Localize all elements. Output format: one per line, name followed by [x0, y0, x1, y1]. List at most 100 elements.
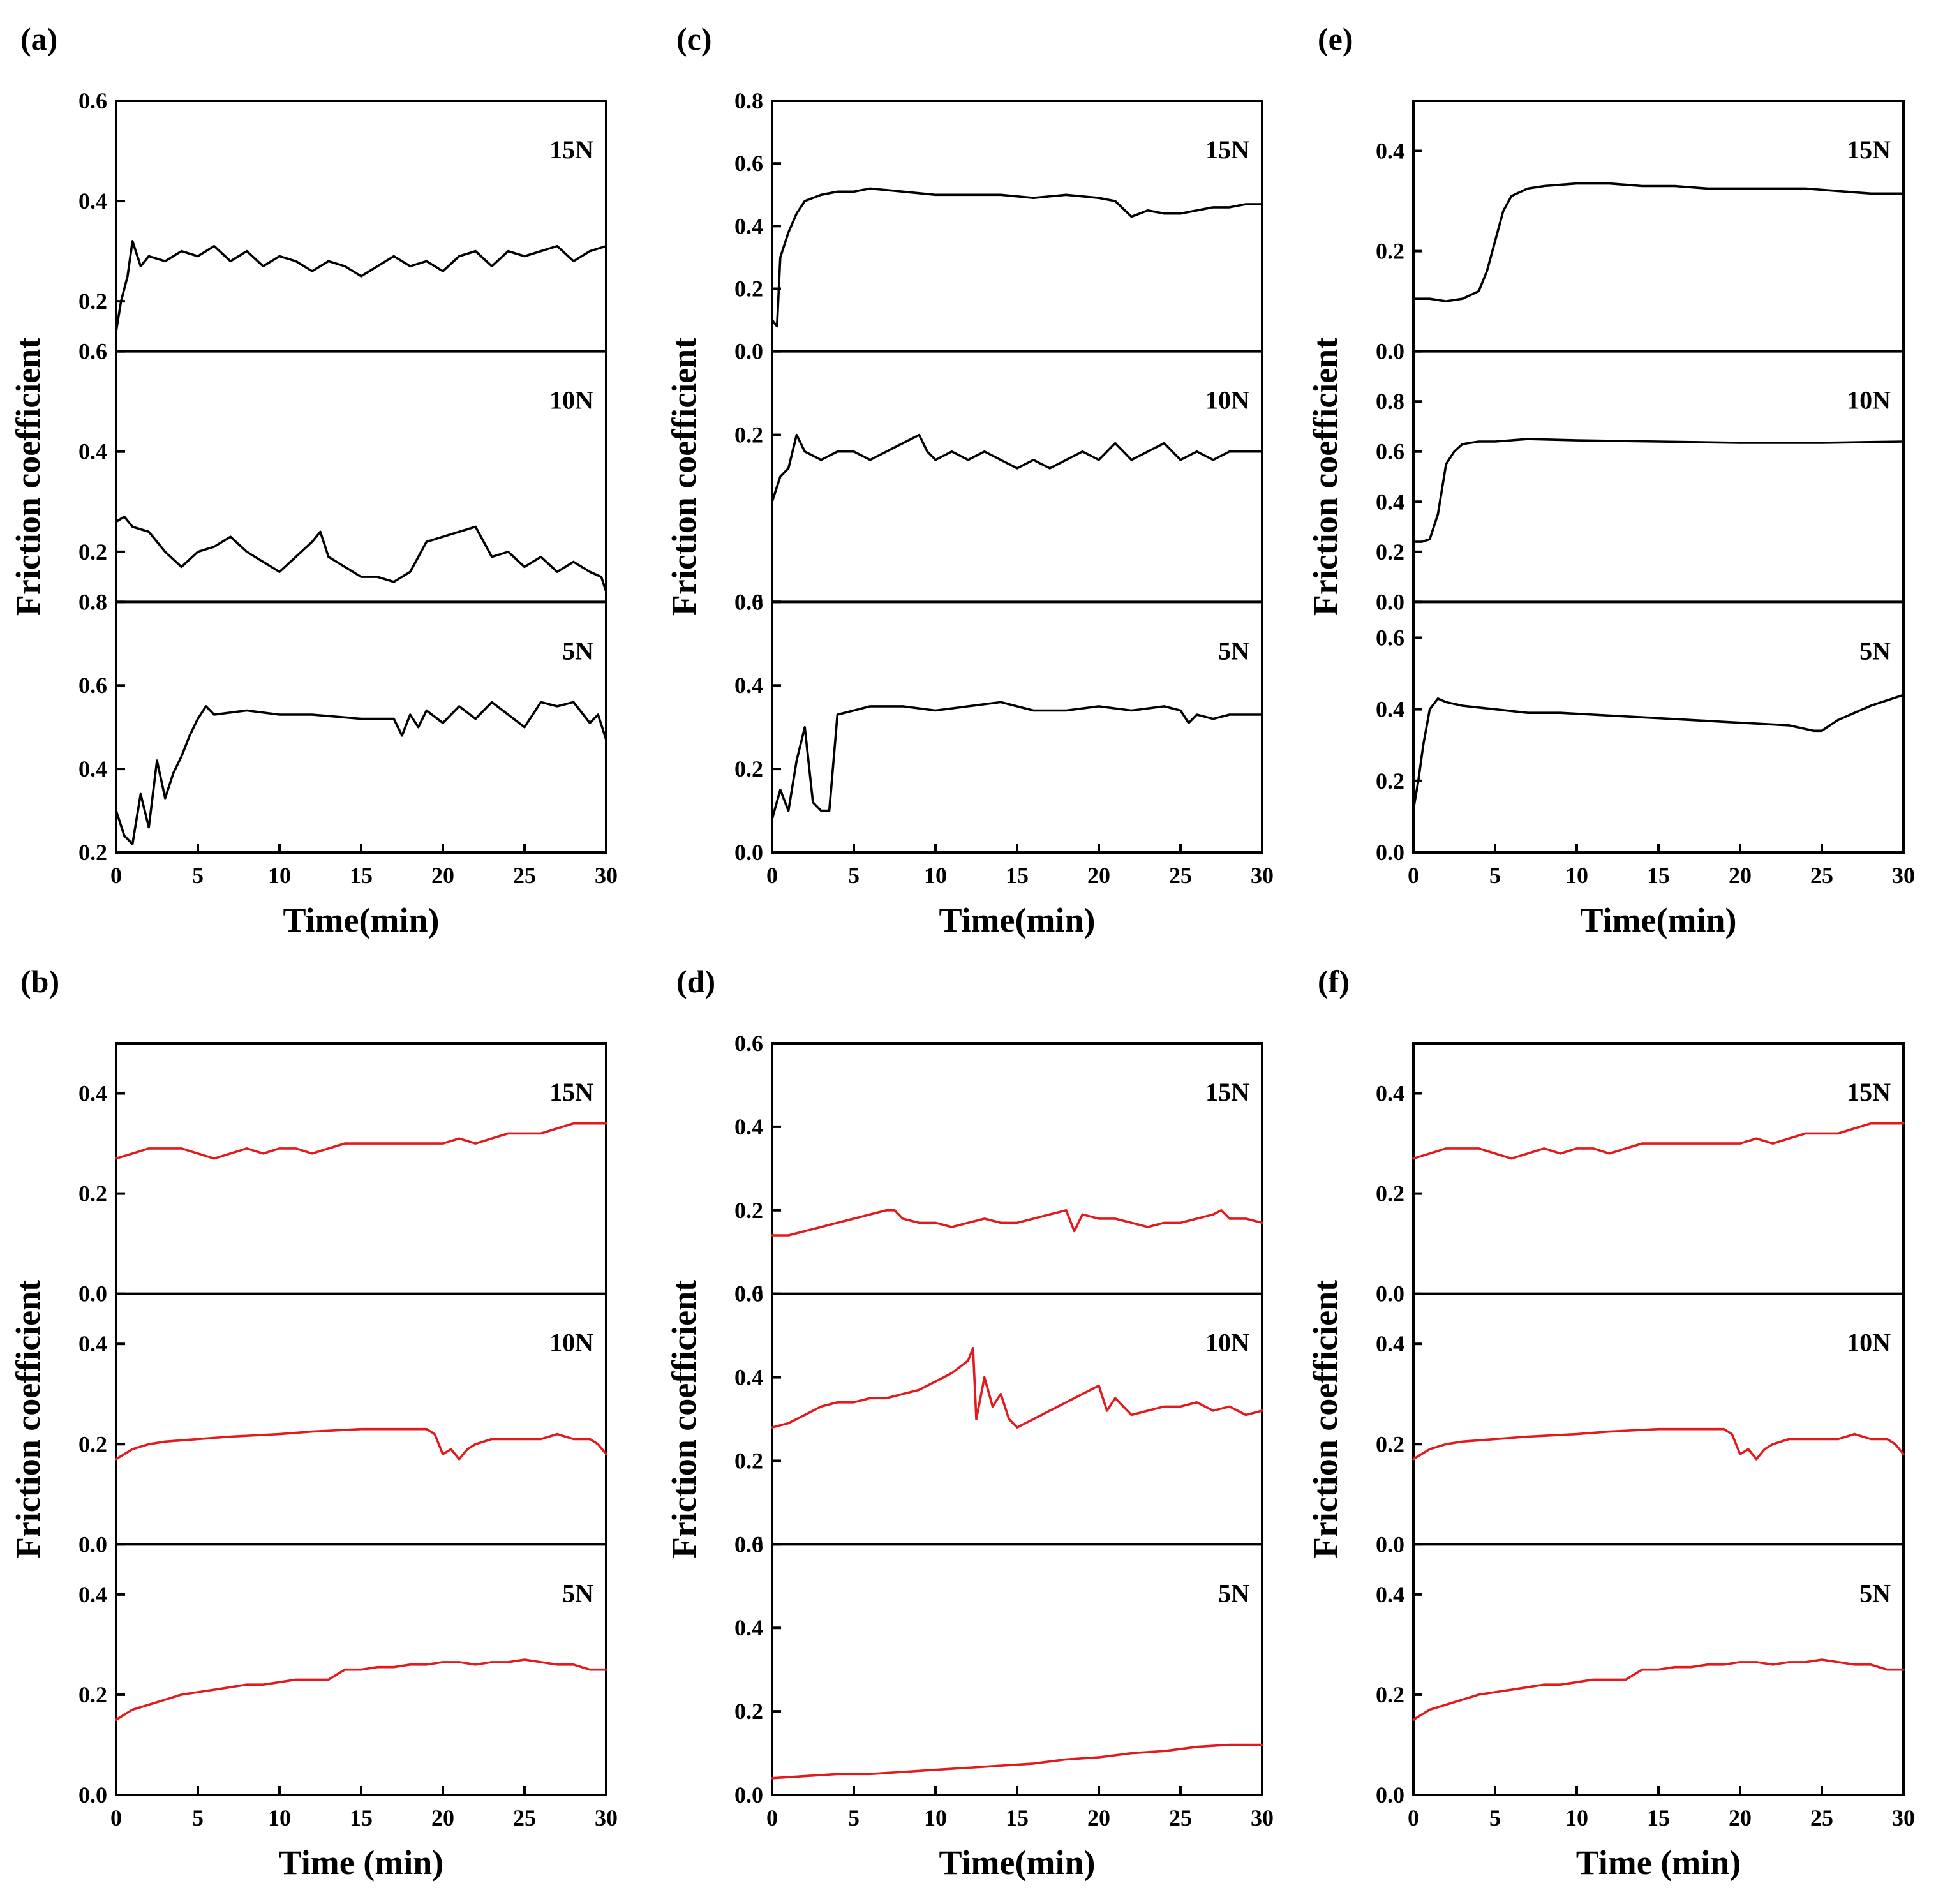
panel-label: (a) — [20, 21, 57, 57]
series-line-15N — [1412, 182, 1905, 302]
y-tick-label: 0.2 — [1376, 1431, 1404, 1457]
load-label: 5N — [1859, 636, 1891, 665]
load-label: 15N — [1847, 135, 1891, 164]
y-axis-title: Friction coefficient — [1306, 338, 1344, 616]
y-tick-label: 0.2 — [1376, 1682, 1404, 1707]
y-tick-label: 0.2 — [734, 1448, 763, 1473]
y-tick-label: 0.0 — [78, 1281, 107, 1307]
subplot-15N: 0.0 0.2 0.4 15N — [78, 1078, 607, 1307]
y-tick-label: 0.6 — [734, 1030, 763, 1056]
y-tick-label: 0.0 — [734, 1782, 763, 1808]
subplot-5N: 0.0 0.2 0.4 5N — [78, 1579, 607, 1808]
load-label: 10N — [1847, 1328, 1891, 1357]
load-label: 15N — [549, 1078, 593, 1106]
load-label: 10N — [549, 386, 593, 415]
x-tick-label: 10 — [268, 863, 291, 888]
y-tick-label: 0.2 — [78, 288, 107, 314]
y-tick-label: 0.2 — [734, 1699, 763, 1724]
y-tick-label: 0.0 — [734, 589, 763, 614]
y-tick-label: 0.4 — [78, 439, 107, 465]
load-label: 10N — [549, 1328, 593, 1357]
x-tick-label: 10 — [1565, 1805, 1588, 1831]
y-tick-label: 0.8 — [1376, 389, 1404, 414]
x-tick-label: 10 — [924, 863, 947, 888]
y-tick-label: 0.8 — [78, 589, 107, 614]
subplot-15N: 0.0 0.2 0.4 0.6 15N — [734, 1030, 1263, 1307]
y-tick-label: 0.6 — [734, 1531, 763, 1557]
x-axis-title: Time(min) — [939, 1843, 1096, 1882]
x-tick-label: 30 — [1892, 863, 1915, 888]
series-line-10N — [115, 515, 607, 593]
y-tick-label: 0.0 — [78, 1782, 107, 1808]
y-tick-label: 0.6 — [1376, 625, 1404, 650]
panel-label: (c) — [676, 21, 712, 57]
subplot-10N: 0.0 0.2 0.4 10N — [1376, 1328, 1905, 1557]
x-tick-label: 10 — [924, 1805, 947, 1831]
x-tick-label: 20 — [1729, 863, 1752, 888]
series-line-10N — [771, 433, 1263, 503]
y-tick-label: 0.4 — [1376, 1582, 1404, 1607]
load-label: 10N — [1205, 1328, 1249, 1357]
x-axis-title: Time (min) — [1576, 1843, 1741, 1882]
x-tick-label: 25 — [513, 1805, 536, 1831]
subplot-5N: 0.2 0.4 0.6 0.8 5N — [78, 589, 607, 865]
series-line-10N — [1412, 1427, 1905, 1461]
y-tick-label: 0.2 — [734, 1198, 763, 1223]
series-line-10N — [1412, 438, 1905, 543]
y-tick-label: 0.2 — [78, 1181, 107, 1207]
y-tick-label: 0.0 — [1376, 339, 1404, 364]
x-tick-label: 5 — [192, 863, 204, 888]
subplot-5N: 0.0 0.2 0.4 5N — [1376, 1579, 1905, 1808]
y-tick-label: 0.4 — [734, 1615, 763, 1640]
y-tick-label: 0.2 — [734, 422, 763, 448]
y-tick-label: 0.4 — [1376, 1331, 1404, 1357]
subplot-15N: 0.2 0.4 0.6 15N — [78, 88, 607, 333]
x-tick-label: 25 — [1169, 1805, 1192, 1831]
y-tick-label: 0.4 — [734, 213, 763, 239]
plot-frame — [1412, 1042, 1905, 1796]
y-tick-label: 0.2 — [734, 756, 763, 782]
load-label: 5N — [562, 636, 593, 665]
y-tick-label: 0.2 — [78, 1431, 107, 1457]
subplot-5N: 0.0 0.2 0.4 0.6 5N — [1376, 625, 1905, 865]
y-axis-title: Friction coefficient — [665, 1280, 703, 1558]
load-label: 15N — [1205, 135, 1249, 164]
x-axis-title: Time (min) — [279, 1843, 443, 1882]
x-tick-label: 20 — [1087, 1805, 1110, 1831]
y-tick-label: 0.4 — [734, 673, 763, 698]
y-axis-title: Friction coefficient — [9, 1280, 47, 1558]
x-tick-label: 30 — [1251, 1805, 1274, 1831]
series-line-15N — [771, 1209, 1263, 1237]
panel-d: (d)0.00.20.40.615N0.00.20.40.610N0.00.20… — [665, 963, 1274, 1882]
x-tick-label: 25 — [1810, 863, 1833, 888]
y-tick-label: 0.4 — [1376, 138, 1404, 164]
x-tick-label: 5 — [848, 1805, 860, 1831]
y-tick-label: 0.2 — [1376, 539, 1404, 565]
x-tick-label: 0 — [110, 863, 122, 888]
x-tick-label: 0 — [1408, 1805, 1419, 1831]
panel-label: (f) — [1318, 963, 1350, 999]
load-label: 15N — [1205, 1078, 1249, 1106]
x-tick-label: 0 — [1408, 863, 1419, 888]
x-tick-label: 15 — [1647, 863, 1670, 888]
panel-label: (b) — [20, 963, 59, 999]
series-line-5N — [771, 701, 1263, 821]
plot-frame — [771, 100, 1263, 854]
x-tick-label: 15 — [350, 863, 373, 888]
y-tick-label: 0.0 — [1376, 1531, 1404, 1557]
y-tick-label: 0.0 — [78, 1531, 107, 1557]
panel-label: (d) — [676, 963, 715, 999]
x-tick-label: 0 — [110, 1805, 122, 1831]
x-axis-title: Time(min) — [939, 901, 1096, 939]
subplot-5N: 0.0 0.2 0.4 0.6 5N — [734, 1531, 1263, 1808]
y-tick-label: 0.6 — [78, 88, 107, 114]
y-tick-label: 0.4 — [78, 1331, 107, 1357]
x-axis-title: Time(min) — [1581, 901, 1737, 939]
load-label: 5N — [1218, 1579, 1249, 1607]
y-tick-label: 0.0 — [734, 339, 763, 364]
x-tick-label: 25 — [1810, 1805, 1833, 1831]
panel-a: (a) 0.2 0.4 0.6 15N 0.2 0.4 0.6 10N 0.2 0.4 0.6 0.8 5… — [9, 21, 618, 939]
y-tick-label: 0.6 — [734, 151, 763, 176]
